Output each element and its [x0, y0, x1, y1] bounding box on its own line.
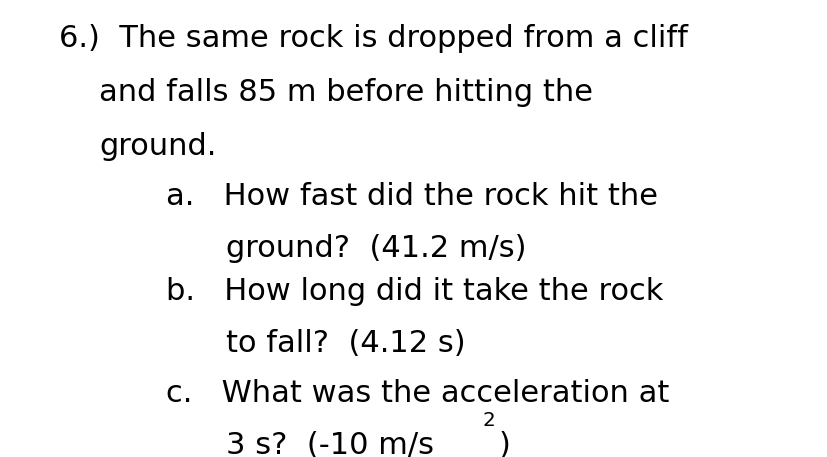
Text: to fall?  (4.12 s): to fall? (4.12 s): [226, 329, 465, 358]
Text: ): ): [498, 431, 510, 457]
Text: 3 s?  (-10 m/s: 3 s? (-10 m/s: [226, 431, 433, 457]
Text: c.   What was the acceleration at: c. What was the acceleration at: [166, 379, 669, 408]
Text: 6.)  The same rock is dropped from a cliff: 6.) The same rock is dropped from a clif…: [60, 24, 687, 53]
Text: and falls 85 m before hitting the: and falls 85 m before hitting the: [99, 78, 592, 107]
Text: a.   How fast did the rock hit the: a. How fast did the rock hit the: [166, 182, 657, 211]
Text: ground.: ground.: [99, 132, 216, 161]
Text: 2: 2: [482, 411, 495, 430]
Text: b.   How long did it take the rock: b. How long did it take the rock: [166, 277, 663, 306]
Text: ground?  (41.2 m/s): ground? (41.2 m/s): [226, 234, 526, 263]
